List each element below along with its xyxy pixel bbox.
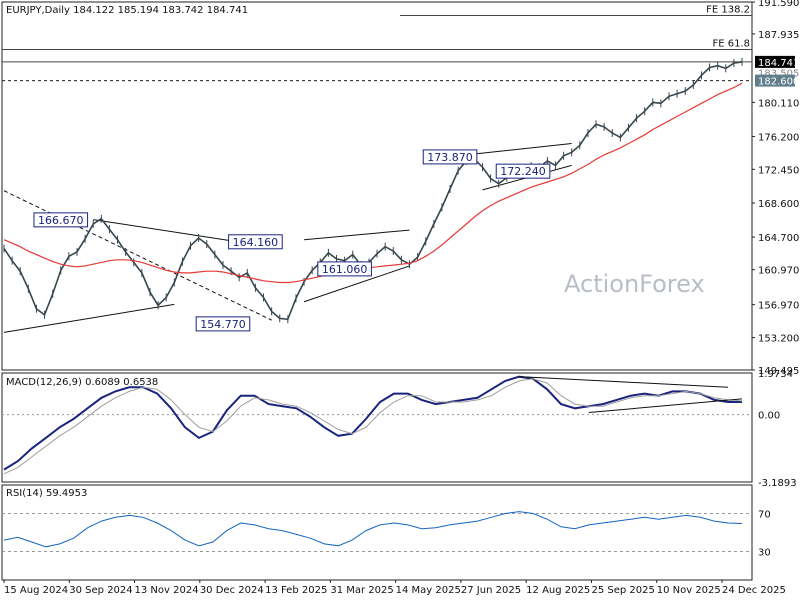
annotation-label: 161.060	[322, 263, 368, 276]
annotation-box	[317, 261, 372, 277]
trendline-resistance	[93, 219, 248, 244]
y-tick-label: 172.450	[758, 165, 799, 176]
x-tick-label: 30 Sep 2024	[69, 585, 132, 596]
y-tick-label: 149.495	[758, 366, 799, 377]
y-tick-label: 184.741	[758, 58, 799, 69]
triangle-upper	[474, 143, 572, 155]
y-tick-label: 168.600	[758, 199, 799, 210]
macd-trendline-lower	[588, 398, 743, 414]
x-tick-label: 13 Feb 2025	[265, 585, 327, 596]
rsi-panel-title: RSI(14) 59.4953	[6, 488, 87, 499]
y-tick-label: 164.700	[758, 233, 799, 244]
annotation-label: 172.240	[500, 165, 546, 178]
y-tick-label: 180.110	[758, 98, 799, 109]
current-price-tag	[755, 55, 795, 68]
support-price-tag	[755, 74, 795, 87]
watermark: ActionForex	[564, 270, 705, 298]
macd-panel-frame	[1, 372, 753, 483]
price-line	[3, 61, 743, 321]
annotation-box	[422, 149, 478, 165]
rsi-line	[3, 511, 743, 548]
macd-y-tick-label: 1.9734	[758, 369, 793, 380]
macd-line	[3, 375, 742, 471]
x-tick-label: 13 Nov 2024	[135, 585, 199, 596]
annotation-label: 154.770	[200, 318, 246, 331]
macd-signal-line	[3, 378, 743, 475]
channel-upper	[304, 229, 410, 241]
channel-lower	[303, 265, 410, 303]
x-tick-label: 15 Aug 2024	[4, 585, 68, 596]
price-panel-frame	[1, 1, 753, 371]
x-tick-label: 10 Nov 2025	[657, 585, 721, 596]
moving-average-line	[3, 82, 743, 284]
annotation-label: 166.670	[38, 214, 84, 227]
y-tick-label: 183.505	[758, 69, 799, 80]
y-tick-label: 187.935	[758, 30, 799, 41]
level-label: FE 138.2	[706, 4, 750, 15]
macd-y-tick-label: 0.00	[758, 411, 780, 422]
y-tick-label: 182.600	[758, 77, 799, 88]
x-tick-label: 14 May 2025	[396, 585, 461, 596]
x-tick-label: 30 Dec 2024	[200, 585, 264, 596]
x-tick-label: 24 Dec 2025	[722, 585, 786, 596]
trendline-dashed	[3, 190, 272, 321]
x-tick-label: 12 Aug 2025	[526, 585, 590, 596]
annotation-box	[195, 316, 251, 332]
rsi-y-tick-label: 30	[758, 548, 771, 559]
x-tick-label: 31 Mar 2025	[330, 585, 393, 596]
price-panel-title: EURJPY,Daily 184.122 185.194 183.742 184…	[6, 5, 248, 16]
trendline-support	[3, 303, 175, 333]
rsi-panel-frame	[1, 484, 753, 581]
macd-trendline-upper	[519, 376, 729, 388]
x-tick-label: 25 Sep 2025	[591, 585, 654, 596]
level-label: FE 61.8	[712, 39, 750, 50]
macd-y-tick-label: -3.1893	[758, 478, 797, 489]
y-tick-label: 156.970	[758, 301, 799, 312]
y-tick-label: 191.590	[758, 0, 799, 9]
rsi-y-tick-label: 70	[758, 510, 771, 521]
annotation-label: 164.160	[233, 236, 279, 249]
y-tick-label: 160.970	[758, 266, 799, 277]
annotation-box	[228, 234, 283, 250]
annotation-box	[495, 163, 551, 179]
annotation-box	[33, 212, 89, 228]
annotation-label: 173.870	[427, 151, 473, 164]
macd-panel-title: MACD(12,26,9) 0.6089 0.6538	[6, 377, 158, 388]
y-tick-label: 176.200	[758, 133, 799, 144]
x-tick-label: 27 Jun 2025	[461, 585, 521, 596]
y-tick-label: 153.200	[758, 334, 799, 345]
